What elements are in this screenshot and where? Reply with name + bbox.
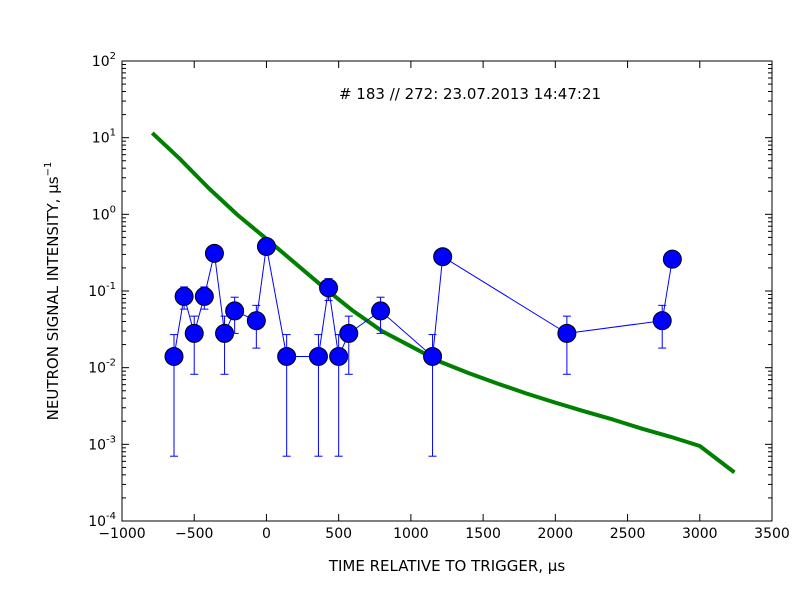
y-tick-label-base: 10 — [88, 284, 106, 300]
y-axis-title-exponent: −1 — [43, 162, 54, 177]
y-tick-label: 102 — [92, 51, 116, 70]
y-tick-label: 10-3 — [88, 434, 116, 453]
x-tick-label: 0 — [262, 526, 271, 542]
y-tick-label-exponent: -1 — [106, 281, 116, 292]
data-point — [319, 278, 339, 298]
data-point — [184, 323, 204, 343]
y-tick-label: 101 — [92, 128, 116, 147]
data-point — [557, 323, 577, 343]
y-tick-label: 100 — [92, 204, 116, 223]
x-axis-title: TIME RELATIVE TO TRIGGER, μs — [328, 557, 566, 575]
data-point — [339, 323, 359, 343]
data-point — [215, 323, 235, 343]
y-axis-title: NEUTRON SIGNAL INTENSITY, μs−1 — [43, 162, 62, 421]
axis-tick-labels: −1000 −500 0 500 1000 1500 2000 2500 3000 350010-… — [88, 51, 790, 542]
y-tick-label-exponent: -3 — [106, 434, 116, 445]
y-tick-label: 10-4 — [88, 511, 116, 530]
x-tick-label: 2000 — [538, 526, 574, 542]
chart-annotation: # 183 // 272: 23.07.2013 14:47:21 — [339, 85, 601, 103]
data-point — [371, 301, 391, 321]
x-tick-label: 2500 — [610, 526, 646, 542]
x-tick-label: 3000 — [682, 526, 718, 542]
plot-area — [122, 61, 772, 521]
y-tick-label-base: 10 — [92, 131, 110, 147]
x-tick-label: 1500 — [465, 526, 501, 542]
data-point — [164, 346, 184, 366]
y-tick-label-exponent: 1 — [110, 128, 116, 139]
data-point — [194, 286, 214, 306]
y-tick-label-base: 10 — [88, 437, 106, 453]
y-tick-label-exponent: -2 — [106, 358, 116, 369]
y-tick-label-base: 10 — [88, 361, 106, 377]
y-tick-label-base: 10 — [88, 514, 106, 530]
y-tick-label-exponent: -4 — [106, 511, 116, 522]
data-point — [204, 243, 224, 263]
data-point — [256, 237, 276, 257]
x-tick-label: 1000 — [393, 526, 429, 542]
y-tick-label-base: 10 — [92, 207, 110, 223]
y-tick-label: 10-2 — [88, 358, 116, 377]
data-point — [246, 311, 266, 331]
data-point — [277, 346, 297, 366]
data-point — [423, 346, 443, 366]
data-point — [652, 311, 672, 331]
data-point — [308, 346, 328, 366]
data-point — [329, 346, 349, 366]
x-tick-label: 500 — [325, 526, 352, 542]
x-tick-label: 3500 — [754, 526, 790, 542]
x-tick-label: −1000 — [98, 526, 145, 542]
data-point — [662, 249, 682, 269]
y-tick-label: 10-1 — [88, 281, 116, 300]
data-point — [174, 286, 194, 306]
data-point — [433, 247, 453, 267]
plot-frame — [121, 60, 773, 522]
y-axis-title-main: NEUTRON SIGNAL INTENSITY, μs — [44, 176, 62, 420]
data-point — [225, 301, 245, 321]
y-tick-label-exponent: 0 — [110, 204, 116, 215]
x-tick-label: −500 — [175, 526, 213, 542]
y-tick-label-base: 10 — [92, 54, 110, 70]
y-tick-label-exponent: 2 — [110, 51, 116, 62]
data-series — [164, 237, 682, 457]
